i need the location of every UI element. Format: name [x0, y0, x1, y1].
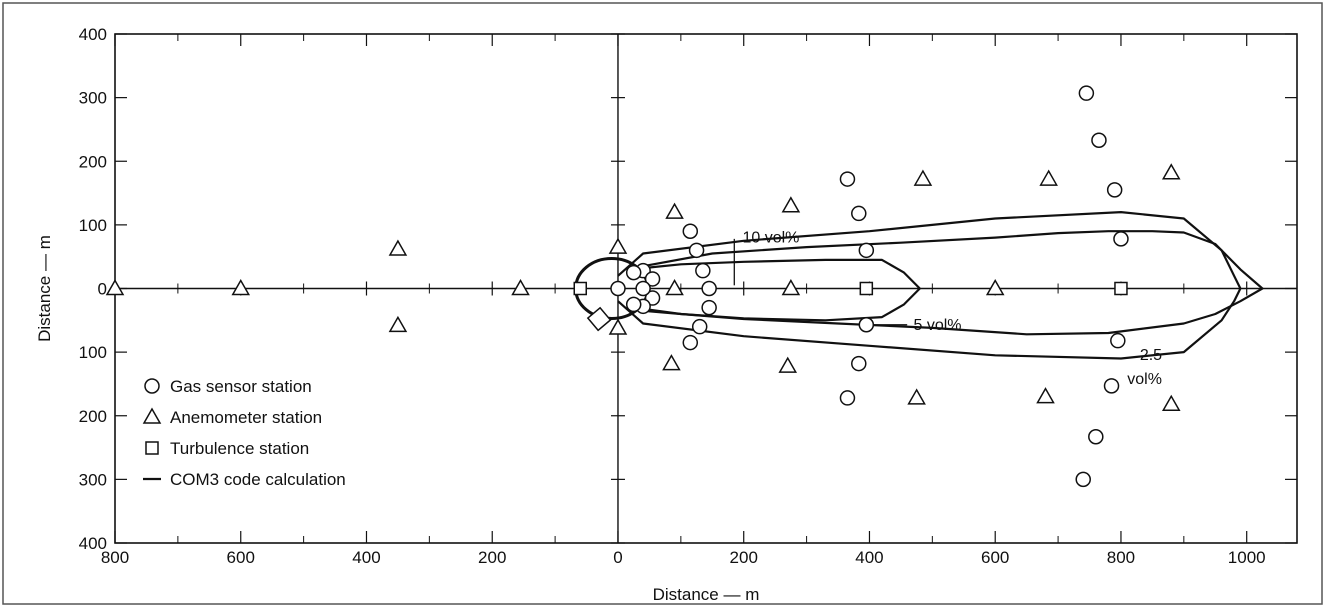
y-tick-label: 100: [79, 343, 107, 362]
gas-sensor-point: [644, 271, 661, 287]
y-tick-label: 100: [79, 216, 107, 235]
y-tick-label: 300: [79, 470, 107, 489]
gas-sensor-point: [691, 318, 708, 335]
gas-sensor-point: [1110, 332, 1126, 349]
legend-triangle-symbol: [142, 407, 162, 424]
gas-sensor-point: [635, 280, 651, 297]
anemometer-point: [1161, 163, 1181, 180]
x-tick-label: 400: [352, 548, 380, 567]
anemometer-point: [608, 318, 628, 335]
gas-sensor-point: [1106, 182, 1123, 198]
anemometer-point: [608, 237, 628, 254]
x-tick-label: 400: [855, 548, 883, 567]
x-tick-label: 600: [981, 548, 1009, 567]
anemometer-point: [907, 388, 926, 405]
gas-sensor-point: [1103, 378, 1120, 394]
gas-sensor-point: [1091, 132, 1107, 149]
contour-label-2-5-unit: vol%: [1127, 371, 1162, 388]
gas-sensor-point: [851, 205, 867, 222]
turbulence-point: [573, 281, 588, 296]
gas-sensor-point: [858, 242, 875, 259]
anemometer-point: [231, 278, 251, 296]
anemometer-point: [781, 278, 801, 296]
legend-label: Anemometer station: [170, 408, 322, 427]
legend-layer: Gas sensor station Anemometer station Turb…: [142, 377, 346, 489]
spill-marker: [586, 306, 612, 332]
gas-sensor-point: [625, 264, 642, 281]
gas-sensor-point: [610, 280, 626, 297]
anemometer-point: [1036, 387, 1055, 404]
anemometer-point: [511, 278, 530, 296]
x-tick-label: 0: [613, 548, 622, 567]
y-tick-label: 200: [79, 407, 107, 426]
gas-sensor-point: [701, 280, 717, 297]
gas-sensor-point: [695, 262, 711, 279]
gas-sensor-point: [1075, 471, 1091, 488]
anemometer-point: [913, 169, 933, 186]
anemometer-point: [1039, 169, 1058, 186]
turbulence-point: [1114, 281, 1128, 296]
gas-sensor-point: [682, 223, 699, 239]
legend-label: Gas sensor station: [170, 377, 312, 396]
contour-label-2-5: 2.5: [1140, 347, 1162, 364]
axes-layer: 800 600 400 200 0 200 400 600 800 100040030020010…: [35, 25, 1298, 604]
anemometer-point: [1161, 394, 1181, 412]
gas-sensor-point: [839, 390, 856, 406]
contour-line: [642, 230, 1264, 336]
legend-square-symbol: [145, 441, 159, 455]
x-tick-label: 800: [1107, 548, 1135, 567]
anemometer-point: [985, 278, 1005, 296]
x-tick-label: 600: [227, 548, 255, 567]
anemometer-point: [665, 278, 684, 296]
gas-sensor-point: [625, 296, 642, 313]
x-tick-label: 1000: [1228, 548, 1266, 567]
turbulence-point: [859, 281, 874, 296]
marks-layer: [105, 85, 1181, 488]
anemometer-point: [388, 239, 408, 256]
gas-sensor-point: [688, 242, 705, 259]
anemometer-point: [662, 354, 681, 371]
legend-label: COM3 code calculation: [170, 470, 346, 489]
y-tick-label: 400: [79, 25, 107, 44]
anemometer-point: [665, 202, 684, 219]
anemometer-point: [388, 315, 408, 333]
y-tick-label: 0: [98, 280, 107, 299]
contour-line: [617, 211, 1242, 360]
x-axis-title: Distance — m: [653, 585, 760, 604]
gas-sensor-point: [1113, 231, 1129, 247]
contour-label-10: 10 vol%: [742, 230, 799, 247]
y-tick-label: 300: [79, 89, 107, 108]
anemometer-point: [778, 356, 798, 373]
x-tick-label: 200: [478, 548, 506, 567]
gas-sensor-point: [682, 334, 699, 351]
anemometer-point: [781, 196, 801, 213]
gas-sensor-point: [851, 355, 867, 372]
gas-sensor-point: [701, 299, 717, 316]
legend-circle-symbol: [144, 378, 160, 394]
legend-label: Turbulence station: [170, 439, 309, 458]
gas-sensor-point: [858, 317, 875, 333]
y-tick-label: 200: [79, 152, 107, 171]
x-tick-label: 800: [101, 548, 129, 567]
y-tick-label: 400: [79, 534, 107, 553]
gas-sensor-point: [839, 171, 856, 187]
anemometer-point: [105, 278, 125, 296]
contour-label-5: 5 vol%: [913, 317, 961, 334]
y-axis-title: Distance — m: [35, 235, 54, 342]
gas-sensor-point: [1088, 428, 1104, 445]
x-tick-label: 200: [730, 548, 758, 567]
gas-sensor-point: [1078, 85, 1095, 101]
